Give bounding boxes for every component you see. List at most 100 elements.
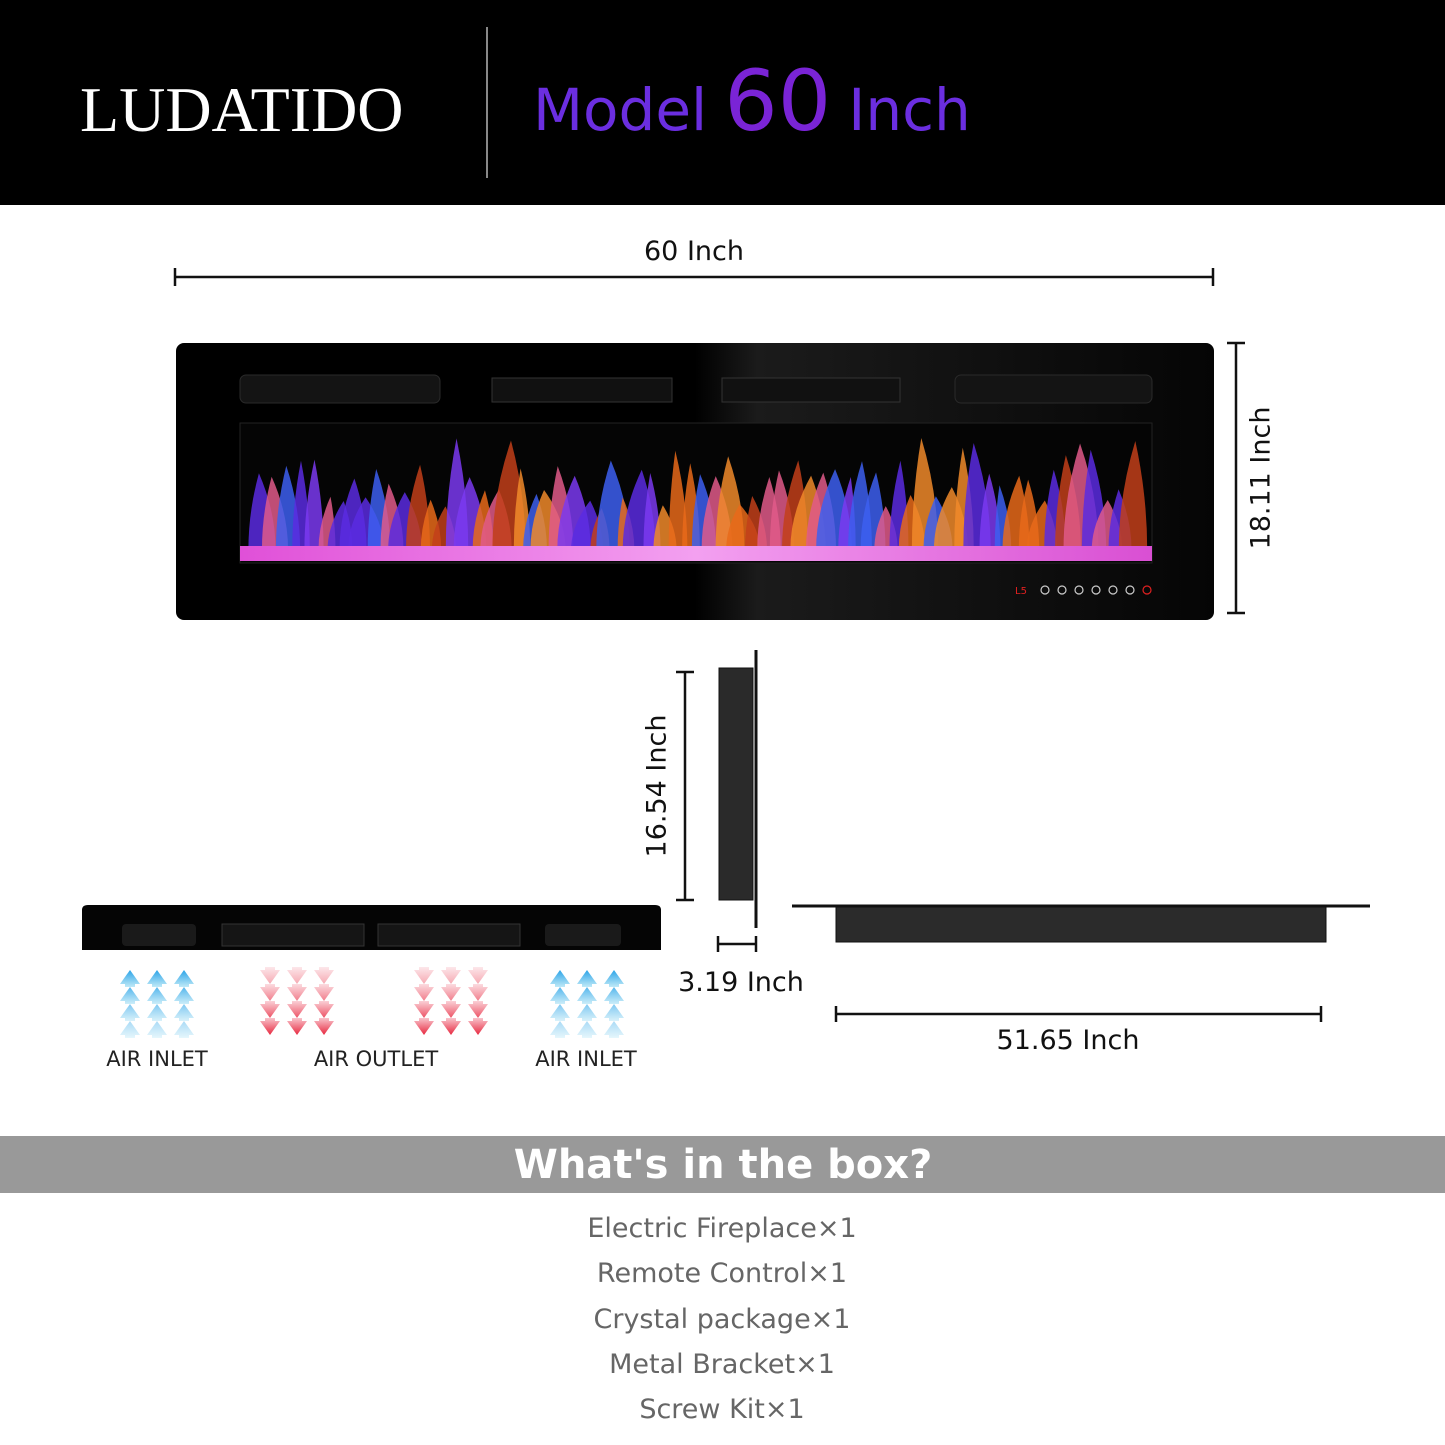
arrow-chevron — [550, 1021, 570, 1038]
arrow-chevron — [174, 987, 194, 1004]
vent — [545, 924, 621, 946]
control-button — [1091, 585, 1101, 595]
vent — [721, 377, 901, 403]
control-button — [1142, 585, 1152, 595]
arrow-chevron — [260, 967, 280, 984]
box-title: What's in the box? — [514, 1142, 933, 1188]
arrow-up — [147, 970, 167, 1038]
arrow-chevron — [174, 1021, 194, 1038]
arrow-down — [414, 967, 434, 1035]
arrow-chevron — [147, 1004, 167, 1021]
arrow-down — [441, 967, 461, 1035]
arrow-chevron — [120, 1004, 140, 1021]
arrow-chevron — [120, 987, 140, 1004]
control-panel — [1040, 585, 1152, 595]
arrow-chevron — [577, 1004, 597, 1021]
arrow-chevron — [314, 1001, 334, 1018]
vent — [491, 377, 673, 403]
arrow-chevron — [147, 970, 167, 987]
arrow-up — [550, 970, 570, 1038]
arrow-chevron — [577, 987, 597, 1004]
arrow-chevron — [120, 1021, 140, 1038]
arrow-chevron — [550, 970, 570, 987]
box-item: Crystal package×1 — [593, 1304, 850, 1335]
flames — [248, 438, 1148, 550]
control-button — [1074, 585, 1084, 595]
arrow-chevron — [314, 984, 334, 1001]
arrow-chevron — [260, 1001, 280, 1018]
model-prefix: Model — [533, 76, 707, 144]
arrow-chevron — [314, 967, 334, 984]
air-label: AIR OUTLET — [314, 1047, 439, 1071]
dimension-label: 18.11 Inch — [1246, 407, 1277, 550]
side-view — [718, 667, 754, 901]
arrow-chevron — [441, 1018, 461, 1035]
vent — [239, 374, 441, 404]
vent — [221, 923, 365, 947]
box-item: Screw Kit×1 — [639, 1394, 804, 1425]
brand-logo: LUDATIDO — [80, 74, 404, 145]
arrow-down — [260, 967, 280, 1035]
box-title-bar — [0, 1136, 1445, 1193]
arrow-chevron — [468, 1001, 488, 1018]
arrow-up — [174, 970, 194, 1038]
vent — [122, 924, 196, 946]
flame — [1118, 440, 1148, 550]
arrow-chevron — [414, 1018, 434, 1035]
arrow-down — [468, 967, 488, 1035]
dimension-label: 60 Inch — [644, 236, 744, 267]
air-label: AIR INLET — [106, 1047, 208, 1071]
arrow-chevron — [441, 967, 461, 984]
arrow-down — [314, 967, 334, 1035]
model-size: 60 — [724, 52, 831, 150]
arrow-chevron — [147, 987, 167, 1004]
arrow-up — [604, 970, 624, 1038]
arrow-chevron — [287, 1018, 307, 1035]
box-item: Electric Fireplace×1 — [587, 1213, 856, 1244]
arrow-chevron — [604, 987, 624, 1004]
flame — [304, 459, 324, 550]
air-label: AIR INLET — [535, 1047, 637, 1071]
arrow-chevron — [260, 984, 280, 1001]
vent — [954, 374, 1153, 404]
arrow-up — [120, 970, 140, 1038]
arrow-chevron — [287, 984, 307, 1001]
arrow-chevron — [604, 970, 624, 987]
control-button — [1040, 585, 1050, 595]
arrow-chevron — [120, 970, 140, 987]
arrow-chevron — [604, 1021, 624, 1038]
arrow-chevron — [577, 1021, 597, 1038]
airflow-arrows — [120, 967, 624, 1038]
dimension-label: 51.65 Inch — [997, 1025, 1140, 1056]
arrow-down — [287, 967, 307, 1035]
box-item: Remote Control×1 — [597, 1258, 847, 1289]
arrow-chevron — [314, 1018, 334, 1035]
control-button — [1125, 585, 1135, 595]
arrow-chevron — [604, 1004, 624, 1021]
dimension-label: 16.54 Inch — [642, 715, 673, 858]
arrow-chevron — [414, 967, 434, 984]
model-title: Model 60 Inch — [533, 52, 971, 150]
arrow-chevron — [260, 1018, 280, 1035]
control-button — [1057, 585, 1067, 595]
arrow-chevron — [287, 967, 307, 984]
flame — [668, 450, 688, 550]
arrow-chevron — [550, 987, 570, 1004]
control-button — [1108, 585, 1118, 595]
arrow-chevron — [414, 984, 434, 1001]
top-view — [835, 906, 1327, 943]
vent — [377, 923, 521, 947]
arrow-chevron — [174, 1004, 194, 1021]
display: L5 — [1015, 586, 1027, 597]
arrow-chevron — [287, 1001, 307, 1018]
dimension-label: 3.19 Inch — [678, 967, 804, 998]
arrow-chevron — [414, 1001, 434, 1018]
box-item: Metal Bracket×1 — [609, 1349, 835, 1380]
arrow-chevron — [550, 1004, 570, 1021]
arrow-chevron — [147, 1021, 167, 1038]
header-bar — [0, 0, 1445, 205]
arrow-chevron — [468, 1018, 488, 1035]
arrow-chevron — [174, 970, 194, 987]
